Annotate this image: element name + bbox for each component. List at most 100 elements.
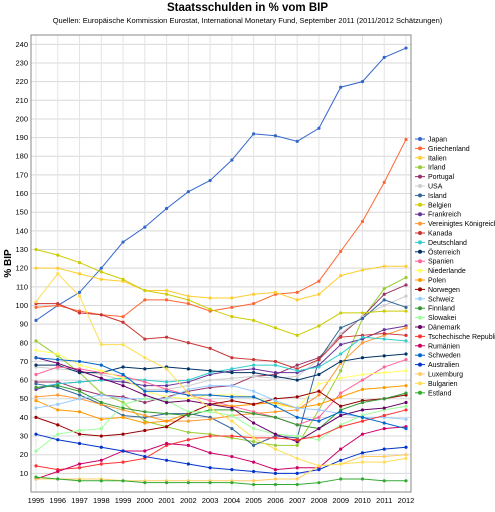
data-point bbox=[121, 406, 125, 410]
legend-swatch-marker bbox=[418, 287, 422, 292]
data-point bbox=[56, 408, 60, 412]
data-point bbox=[382, 309, 386, 313]
data-point bbox=[77, 369, 82, 373]
data-point bbox=[143, 449, 147, 453]
data-point bbox=[252, 436, 256, 440]
data-point bbox=[186, 481, 190, 485]
data-point bbox=[56, 302, 60, 306]
data-point bbox=[404, 408, 408, 412]
data-point bbox=[208, 296, 212, 300]
data-point bbox=[208, 346, 212, 350]
data-point bbox=[230, 419, 234, 423]
data-point bbox=[77, 432, 82, 436]
data-point bbox=[339, 352, 343, 356]
data-point bbox=[252, 426, 256, 431]
series-line bbox=[35, 385, 407, 430]
data-point bbox=[164, 298, 169, 302]
y-tick-label: 210 bbox=[15, 96, 28, 105]
data-point bbox=[360, 419, 365, 423]
data-point bbox=[34, 432, 38, 436]
series-polen bbox=[34, 384, 408, 425]
data-point bbox=[404, 46, 408, 50]
data-point bbox=[252, 132, 256, 136]
data-point bbox=[382, 292, 386, 296]
data-point bbox=[186, 419, 190, 423]
data-point bbox=[273, 447, 278, 451]
data-point bbox=[382, 337, 386, 341]
data-point bbox=[34, 305, 38, 309]
data-point bbox=[382, 180, 386, 184]
data-point bbox=[295, 471, 299, 475]
data-point bbox=[273, 363, 278, 367]
data-point bbox=[164, 367, 169, 371]
data-point bbox=[295, 406, 299, 410]
data-point bbox=[317, 426, 321, 431]
y-tick-label: 150 bbox=[15, 208, 28, 217]
y-tick-label: 20 bbox=[20, 450, 28, 459]
data-point bbox=[317, 126, 321, 130]
data-point bbox=[164, 206, 169, 211]
legend-label: Schweiz bbox=[428, 296, 455, 303]
data-point bbox=[34, 395, 38, 399]
data-point bbox=[382, 354, 386, 358]
data-point bbox=[121, 460, 125, 464]
data-point bbox=[339, 249, 343, 253]
x-tick-label: 2006 bbox=[267, 496, 284, 505]
series-line bbox=[35, 249, 406, 336]
series-d-nemark bbox=[34, 356, 408, 444]
data-point bbox=[99, 363, 103, 367]
x-tick-label: 2012 bbox=[398, 496, 415, 505]
data-point bbox=[186, 410, 190, 414]
x-tick-label: 2002 bbox=[180, 496, 197, 505]
data-point bbox=[143, 397, 147, 401]
x-tick-label: 1996 bbox=[49, 496, 66, 505]
series-line bbox=[36, 454, 407, 482]
data-point bbox=[404, 456, 408, 461]
data-point bbox=[164, 425, 169, 429]
data-point bbox=[360, 335, 365, 339]
y-tick-label: 160 bbox=[15, 189, 28, 198]
data-point bbox=[77, 290, 82, 295]
data-point bbox=[208, 307, 212, 311]
legend-swatch-marker bbox=[418, 343, 422, 348]
data-point bbox=[339, 376, 343, 380]
data-point bbox=[99, 417, 103, 421]
series-japan bbox=[34, 46, 408, 322]
data-point bbox=[360, 454, 365, 459]
data-point bbox=[273, 443, 278, 447]
data-point bbox=[404, 400, 408, 405]
data-point bbox=[273, 290, 278, 295]
y-tick-label: 40 bbox=[20, 413, 28, 422]
data-point bbox=[382, 55, 386, 59]
data-point bbox=[208, 451, 212, 455]
data-point bbox=[252, 318, 256, 322]
data-point bbox=[56, 432, 60, 436]
data-point bbox=[252, 363, 256, 367]
legend-swatch-marker bbox=[418, 278, 422, 282]
series-schweden bbox=[34, 356, 408, 431]
data-point bbox=[34, 406, 38, 410]
data-point bbox=[34, 399, 38, 403]
data-point bbox=[230, 376, 234, 380]
data-point bbox=[404, 137, 408, 142]
data-point bbox=[77, 397, 82, 401]
data-point bbox=[208, 434, 212, 438]
x-tick-label: 1999 bbox=[115, 496, 132, 505]
data-point bbox=[252, 479, 256, 483]
data-point bbox=[143, 288, 147, 293]
y-tick-label: 90 bbox=[20, 320, 28, 329]
data-point bbox=[295, 415, 299, 419]
data-point bbox=[360, 432, 365, 436]
data-point bbox=[404, 391, 408, 395]
legend-label: Dänemark bbox=[428, 325, 461, 332]
series--sterreich bbox=[34, 352, 408, 382]
data-point bbox=[230, 434, 234, 438]
data-point bbox=[34, 247, 38, 252]
data-point bbox=[339, 413, 343, 418]
data-point bbox=[56, 272, 60, 276]
data-point bbox=[295, 434, 299, 438]
data-point bbox=[273, 471, 278, 475]
data-point bbox=[404, 294, 408, 298]
data-point bbox=[34, 266, 38, 270]
data-point bbox=[273, 326, 278, 330]
